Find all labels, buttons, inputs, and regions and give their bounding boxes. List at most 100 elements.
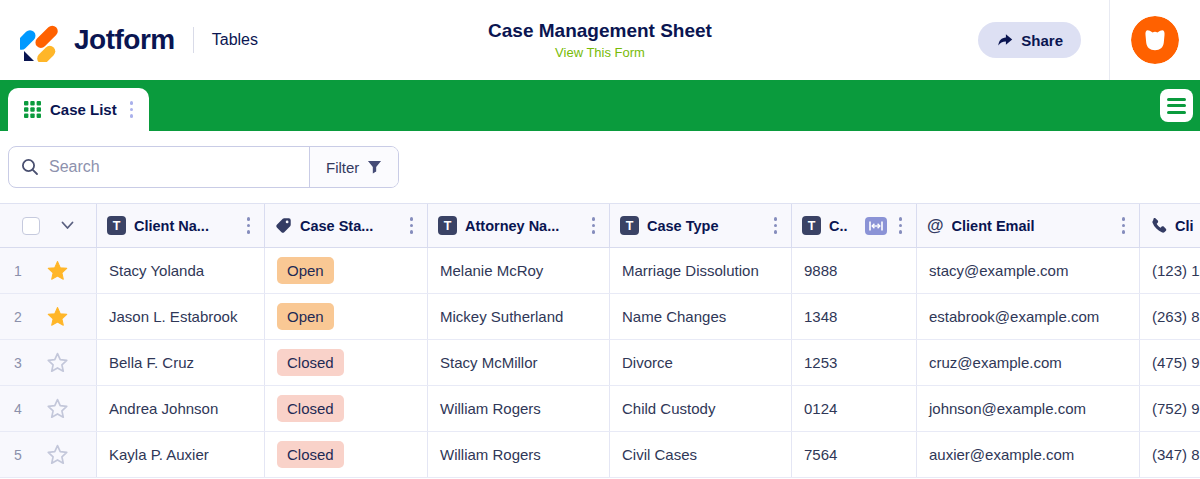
cell-case-number[interactable]: 7564 bbox=[792, 432, 917, 477]
column-menu-icon[interactable] bbox=[1118, 213, 1130, 238]
cell-case-number[interactable]: 9888 bbox=[792, 248, 917, 293]
text-field-icon: T bbox=[802, 216, 821, 235]
tag-icon bbox=[275, 217, 292, 234]
share-button[interactable]: Share bbox=[978, 22, 1081, 58]
table-row: 5Kayla P. AuxierClosedWilliam RogersCivi… bbox=[0, 432, 1200, 478]
cell-attorney-name[interactable]: Melanie McRoy bbox=[428, 248, 610, 293]
column-menu-icon[interactable] bbox=[243, 213, 255, 238]
table-row: 3Bella F. Cruz Closed Stacy McMillorDivorc… bbox=[0, 340, 1200, 386]
column-menu-icon[interactable] bbox=[770, 213, 782, 238]
cell-client-name[interactable]: Stacy Yolanda bbox=[97, 248, 265, 293]
column-header-client-phone[interactable]: Cli bbox=[1140, 204, 1200, 247]
row-handle: 3 bbox=[0, 340, 97, 385]
column-header-label: C.. bbox=[829, 218, 857, 234]
column-menu-icon[interactable] bbox=[895, 213, 907, 238]
cell-client-name[interactable]: Kayla P. Auxier bbox=[97, 432, 265, 477]
select-all-checkbox[interactable] bbox=[22, 217, 40, 235]
cell-case-type[interactable]: Civil Cases bbox=[610, 432, 792, 477]
row-handle: 2 bbox=[0, 294, 97, 339]
cell-client-name[interactable]: Bella F. Cruz bbox=[97, 340, 265, 385]
cell-client-email[interactable]: stacy@example.com bbox=[917, 248, 1140, 293]
cell-case-number[interactable]: 1253 bbox=[792, 340, 917, 385]
favorite-star-icon[interactable] bbox=[44, 442, 70, 468]
cell-client-name[interactable]: Andrea Johnson bbox=[97, 386, 265, 431]
cell-case-status[interactable]: Open bbox=[265, 248, 428, 293]
brand-divider bbox=[193, 27, 194, 53]
search-input[interactable] bbox=[49, 158, 297, 176]
grid-table-icon bbox=[24, 101, 41, 118]
row-number: 1 bbox=[0, 263, 36, 279]
cell-client-phone[interactable]: (123) 12 bbox=[1140, 248, 1200, 293]
tab-case-list-label: Case List bbox=[50, 101, 117, 118]
table-row: 2 Jason L. Estabrook Open Mickey Sutherland… bbox=[0, 294, 1200, 340]
filter-button[interactable]: Filter bbox=[309, 147, 398, 187]
table-row: 4Andrea JohnsonClosedWilliam RogersChild… bbox=[0, 386, 1200, 432]
table-select-all-cell bbox=[0, 204, 97, 247]
text-field-icon: T bbox=[438, 216, 457, 235]
brand-name: Jotform bbox=[74, 24, 175, 56]
cell-case-status[interactable]: Open bbox=[265, 294, 428, 339]
hamburger-menu-button[interactable] bbox=[1160, 89, 1193, 122]
cell-client-email[interactable]: auxier@example.com bbox=[917, 432, 1140, 477]
text-field-icon: T bbox=[107, 216, 126, 235]
column-header-label: Case Sta... bbox=[300, 218, 398, 234]
view-this-form-link[interactable]: View This Form bbox=[555, 45, 645, 60]
column-header-client-name[interactable]: TClient Na... bbox=[97, 204, 265, 247]
sheet-tab-bar: Case List bbox=[0, 80, 1200, 131]
cell-client-email[interactable]: cruz@example.com bbox=[917, 340, 1140, 385]
email-at-icon: @ bbox=[927, 216, 944, 236]
column-header-case-status[interactable]: Case Sta... bbox=[265, 204, 428, 247]
tab-menu-dots-icon[interactable] bbox=[126, 97, 138, 122]
share-arrow-icon bbox=[996, 31, 1014, 49]
column-menu-icon[interactable] bbox=[406, 213, 418, 238]
cell-client-phone[interactable]: (263) 8 bbox=[1140, 294, 1200, 339]
row-handle: 5 bbox=[0, 432, 97, 477]
cell-attorney-name[interactable]: Stacy McMillor bbox=[428, 340, 610, 385]
user-avatar[interactable] bbox=[1131, 16, 1179, 64]
cell-case-type[interactable]: Name Changes bbox=[610, 294, 792, 339]
funnel-icon bbox=[367, 160, 382, 174]
column-header-label: Client Email bbox=[952, 218, 1110, 234]
cell-attorney-name[interactable]: Mickey Sutherland bbox=[428, 294, 610, 339]
status-badge: Open bbox=[277, 303, 334, 330]
cell-client-email[interactable]: estabrook@example.com bbox=[917, 294, 1140, 339]
column-header-case-number[interactable]: T C.. bbox=[792, 204, 917, 247]
tab-case-list[interactable]: Case List bbox=[8, 88, 149, 131]
cell-case-status[interactable]: Closed bbox=[265, 386, 428, 431]
status-badge: Open bbox=[277, 257, 334, 284]
cell-case-number[interactable]: 1348 bbox=[792, 294, 917, 339]
cell-client-name[interactable]: Jason L. Estabrook bbox=[97, 294, 265, 339]
jotform-logo-icon bbox=[20, 18, 64, 62]
column-header-label: Case Type bbox=[647, 218, 762, 234]
status-badge: Closed bbox=[277, 349, 344, 376]
jotform-logo[interactable]: Jotform bbox=[0, 18, 175, 62]
text-field-icon: T bbox=[620, 216, 639, 235]
column-resize-icon[interactable] bbox=[865, 217, 887, 235]
cell-case-status[interactable]: Closed bbox=[265, 432, 428, 477]
cell-case-type[interactable]: Divorce bbox=[610, 340, 792, 385]
column-menu-icon[interactable] bbox=[588, 213, 600, 238]
cell-case-type[interactable]: Child Custody bbox=[610, 386, 792, 431]
favorite-star-icon[interactable] bbox=[44, 350, 70, 376]
cell-attorney-name[interactable]: William Rogers bbox=[428, 386, 610, 431]
cell-case-status[interactable]: Closed bbox=[265, 340, 428, 385]
column-header-case-type[interactable]: T Case Type bbox=[610, 204, 792, 247]
cell-case-number[interactable]: 0124 bbox=[792, 386, 917, 431]
cell-client-email[interactable]: johnson@example.com bbox=[917, 386, 1140, 431]
cell-case-type[interactable]: Marriage Dissolution bbox=[610, 248, 792, 293]
phone-icon bbox=[1150, 217, 1167, 234]
chevron-down-icon[interactable] bbox=[61, 221, 74, 230]
table-row: 1 Stacy Yolanda Open Melanie McRoyMarriage … bbox=[0, 248, 1200, 294]
favorite-star-icon[interactable] bbox=[44, 396, 70, 422]
cell-client-phone[interactable]: (475) 9 bbox=[1140, 340, 1200, 385]
cell-client-phone[interactable]: (347) 8 bbox=[1140, 432, 1200, 477]
favorite-star-icon[interactable] bbox=[44, 258, 70, 284]
filter-button-label: Filter bbox=[326, 159, 359, 176]
column-header-client-email[interactable]: @ Client Email bbox=[917, 204, 1140, 247]
case-table: TClient Na...Case Sta...TAttorney Na...T… bbox=[0, 203, 1200, 478]
row-number: 2 bbox=[0, 309, 36, 325]
column-header-attorney-name[interactable]: TAttorney Na... bbox=[428, 204, 610, 247]
cell-attorney-name[interactable]: William Rogers bbox=[428, 432, 610, 477]
cell-client-phone[interactable]: (752) 9 bbox=[1140, 386, 1200, 431]
favorite-star-icon[interactable] bbox=[44, 304, 70, 330]
